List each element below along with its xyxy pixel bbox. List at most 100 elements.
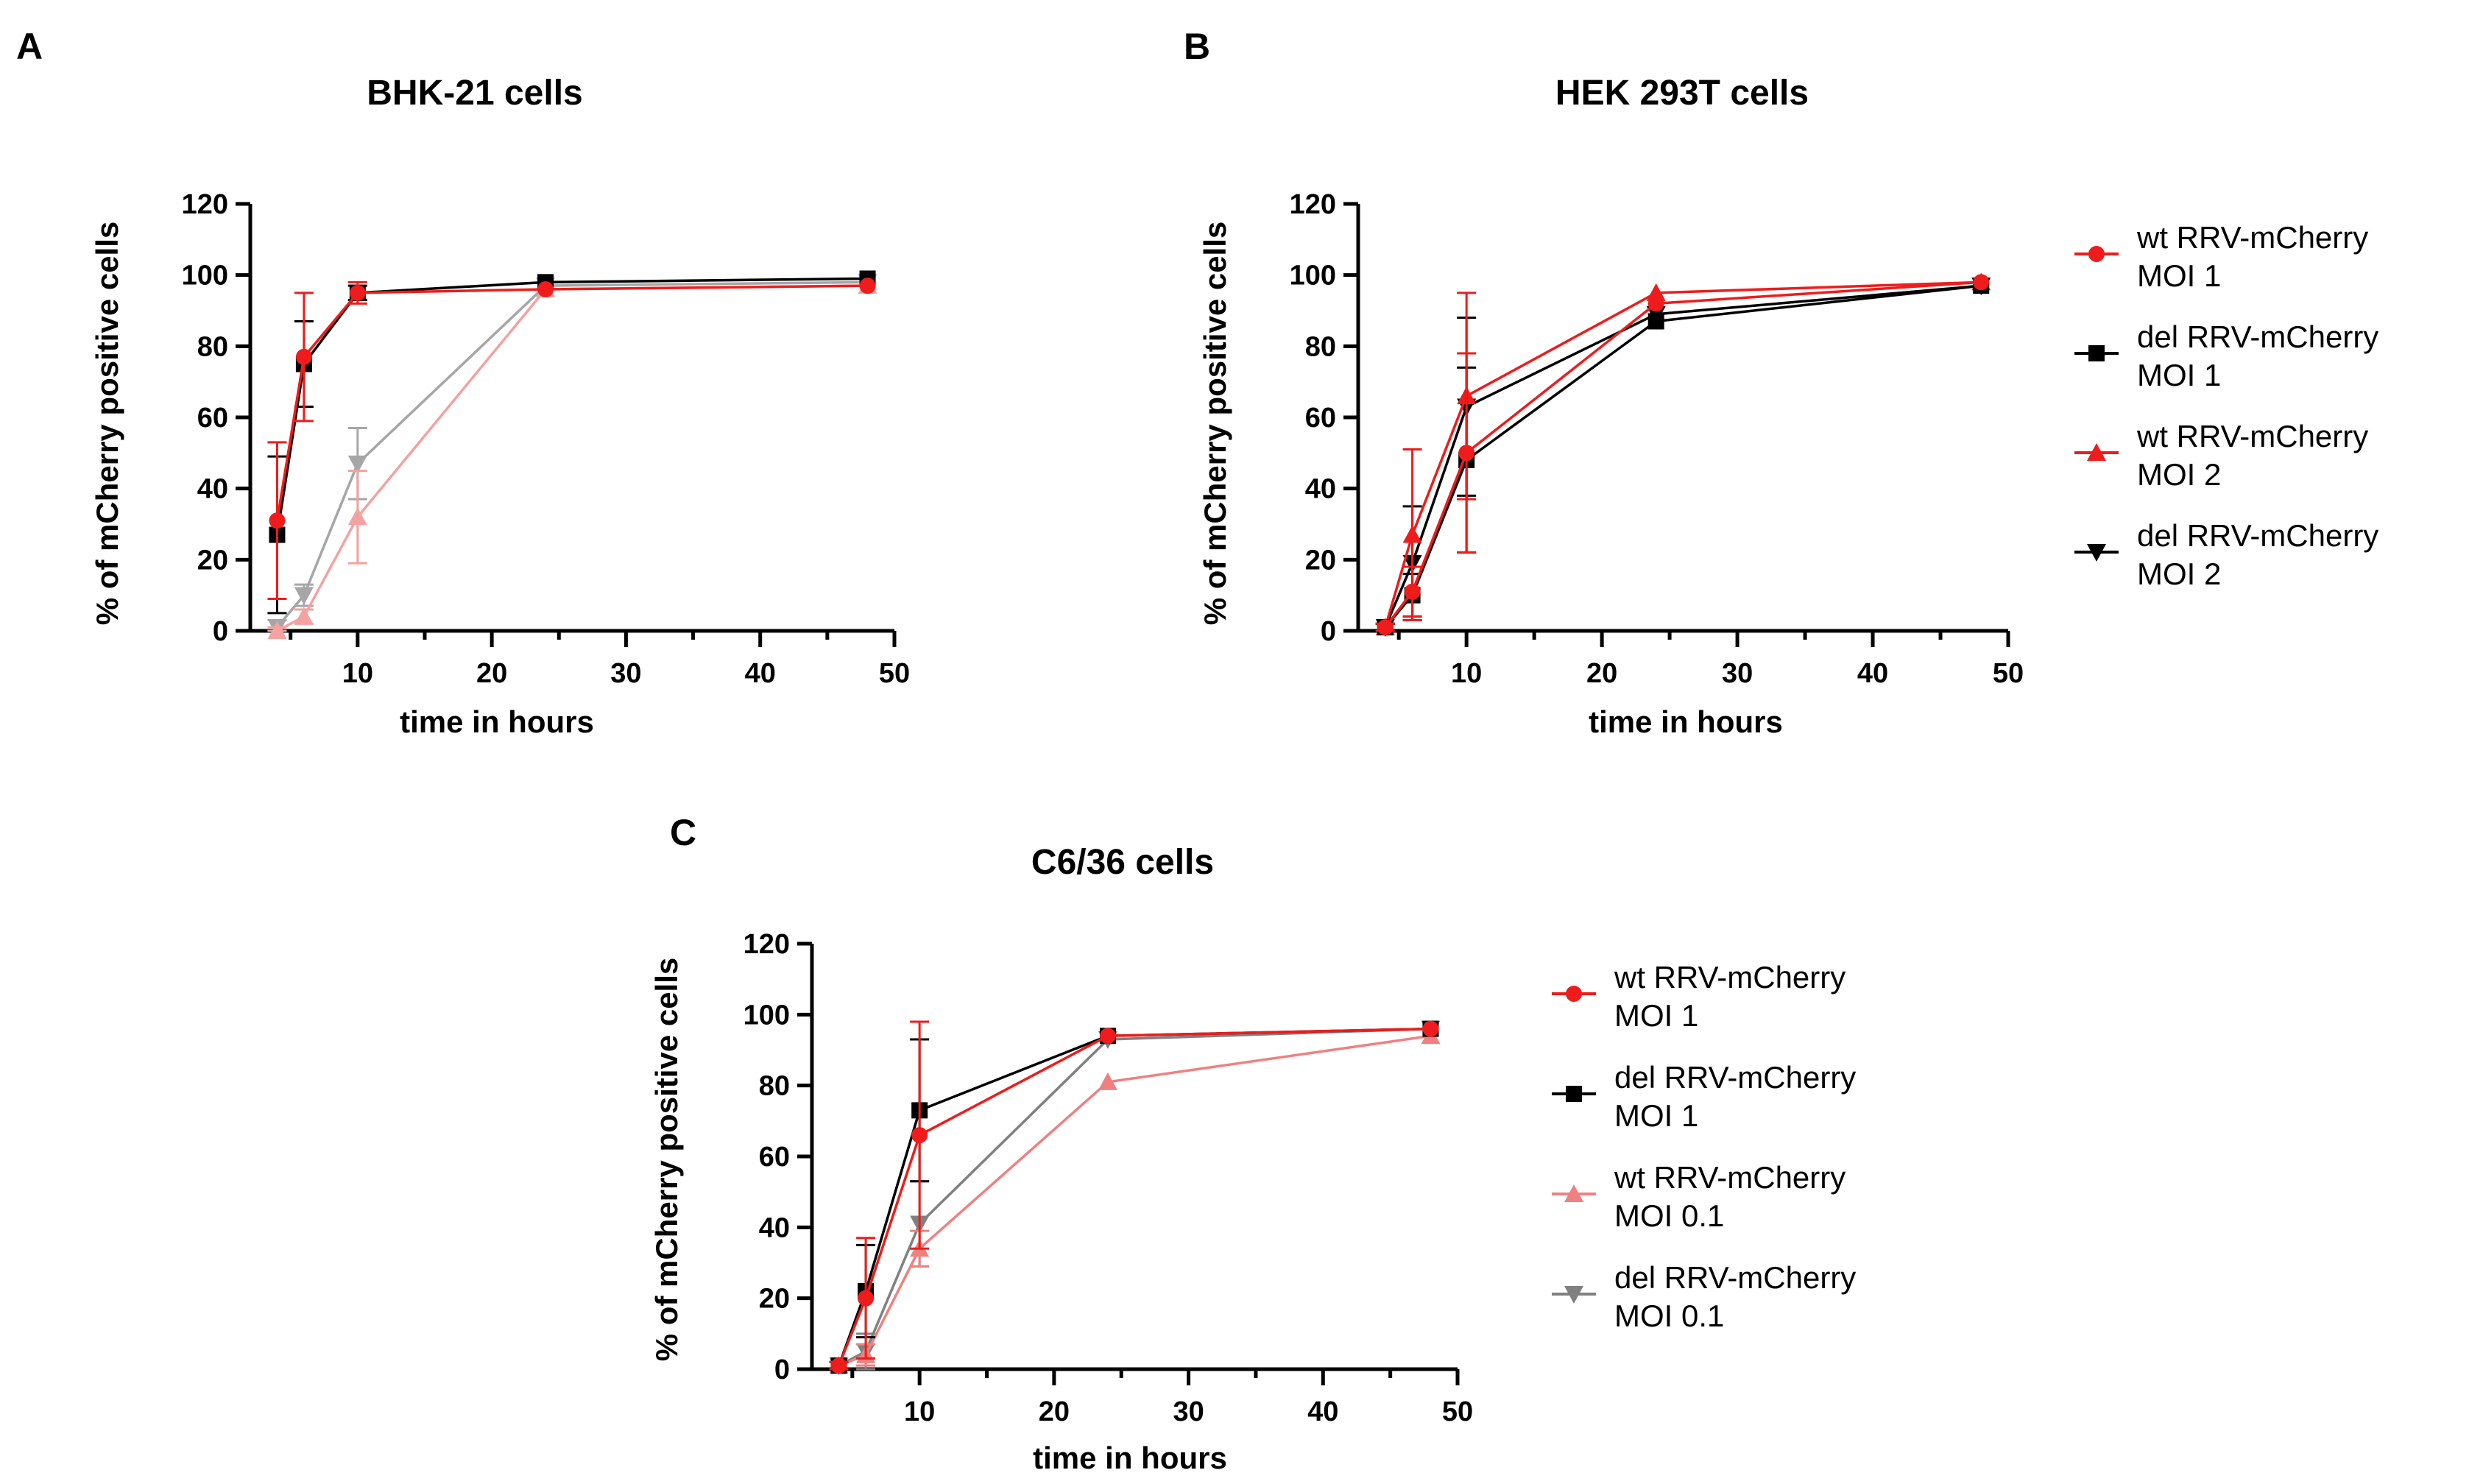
y-axis-label: % of mCherry positive cells [1198,222,1232,626]
marker-circle [859,278,876,294]
marker-circle [537,281,554,297]
legend-label: MOI 1 [2137,358,2221,392]
marker-triangle-up [347,507,367,526]
x-tick-label: 40 [745,658,776,689]
series [267,278,876,600]
panel-letter: A [16,26,43,67]
legend-label: wt RRV-mCherry [1614,960,1845,994]
y-tick-label: 100 [1290,261,1336,292]
chart-title: BHK-21 cells [367,74,582,113]
series-line [275,284,868,521]
marker-triangle-down [1564,1286,1583,1304]
legend-label: del RRV-mCherry [1614,1060,1856,1095]
x-tick-label: 30 [610,658,641,689]
x-tick-label: 50 [879,658,910,689]
series [829,1026,1441,1374]
marker-circle [1458,445,1475,462]
legend-label: wt RRV-mCherry [1614,1160,1845,1195]
legend-label: wt RRV-mCherry [2136,419,2368,453]
x-axis-label: time in hours [1033,1441,1227,1475]
series-line [1384,284,1982,629]
marker-circle [2088,246,2105,262]
marker-circle [295,348,312,365]
marker-circle [1647,295,1664,312]
series-line [1384,284,1982,628]
marker-triangle-up [2087,443,2106,461]
y-tick-label: 20 [759,1284,790,1315]
y-tick-label: 80 [1305,331,1336,362]
marker-circle [1973,274,1990,291]
y-axis-label: % of mCherry positive cells [90,222,124,626]
chart-title: C6/36 cells [1031,843,1214,882]
legend-label: MOI 1 [2137,258,2221,293]
x-tick-label: 20 [1039,1396,1070,1427]
marker-circle [269,512,286,529]
panel-a: A BHK-21 cells time in hours % of mCherr… [16,26,910,739]
legend-label: del RRV-mCherry [2137,518,2378,553]
legend-item: wt RRV-mCherry MOI 2 [2074,419,2368,492]
marker-circle [830,1357,847,1374]
marker-triangle-up [267,621,287,639]
series-line [276,280,868,629]
y-tick-label: 60 [759,1142,790,1173]
legend-label: wt RRV-mCherry [2136,220,2368,255]
y-tick-label: 100 [743,1000,790,1031]
x-tick-label: 10 [1451,658,1482,689]
y-axis-label: % of mCherry positive cells [649,958,684,1362]
marker-circle [1566,986,1582,1002]
y-tick-label: 60 [1305,403,1336,434]
y-tick-label: 0 [774,1354,790,1385]
series [829,1020,1441,1376]
x-axis-label: time in hours [400,704,594,739]
panel-c: C C6/36 cells time in hours % of mCherry… [649,812,1856,1475]
x-tick-label: 40 [1857,658,1888,689]
series-line [275,277,868,535]
x-tick-label: 40 [1307,1396,1338,1427]
legend-label: MOI 0.1 [1614,1298,1724,1333]
legend-label: del RRV-mCherry [2137,319,2378,354]
marker-triangle-down [294,587,314,605]
y-tick-label: 40 [759,1212,790,1243]
plot-area: 0 20 40 60 80 100 120 10 20 30 40 50 [1290,189,2024,689]
marker-square [2088,345,2105,361]
x-tick-label: 10 [904,1396,935,1427]
legend-label: MOI 2 [2137,556,2221,591]
marker-triangle-up [1402,525,1422,543]
x-tick-label: 30 [1722,658,1753,689]
y-tick-label: 20 [1305,545,1336,576]
marker-triangle-up [1646,283,1666,301]
legend-label: MOI 0.1 [1614,1198,1724,1233]
x-tick-label: 30 [1173,1396,1204,1427]
y-tick-label: 0 [1321,616,1336,647]
y-tick-label: 0 [213,616,228,647]
y-tick-label: 40 [197,474,228,505]
y-tick-label: 100 [182,261,228,292]
plot-area: 0 20 40 60 80 100 120 10 20 30 40 50 [182,189,911,689]
x-tick-label: 50 [1993,658,2024,689]
legend-label: MOI 1 [1614,1098,1698,1133]
marker-triangle-down [2087,544,2106,562]
y-tick-label: 80 [197,331,228,362]
x-tick-label: 50 [1442,1396,1473,1427]
y-tick-label: 80 [759,1071,790,1102]
marker-circle [1404,583,1421,600]
y-tick-label: 120 [743,929,790,960]
marker-circle [349,284,366,301]
marker-square [1566,1086,1582,1102]
panel-b: B HEK 293T cells time in hours % of mChe… [1184,26,2378,739]
marker-circle [1099,1028,1116,1045]
x-tick-label: 20 [1586,658,1617,689]
y-tick-label: 120 [1290,189,1336,220]
marker-circle [1377,619,1394,636]
series [1375,274,1990,636]
series [829,1020,1439,1374]
series [829,1020,1439,1374]
